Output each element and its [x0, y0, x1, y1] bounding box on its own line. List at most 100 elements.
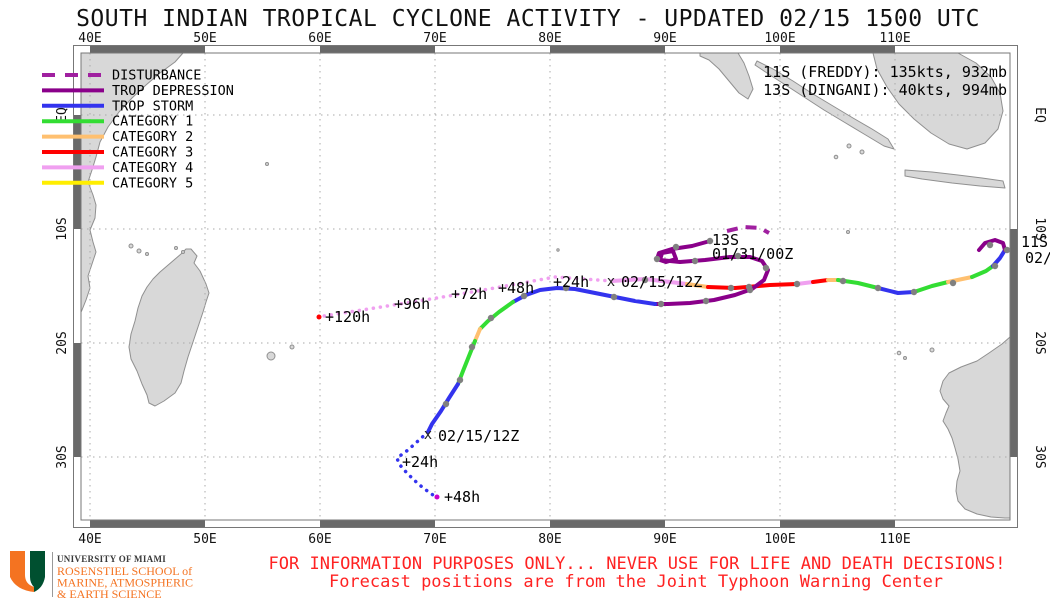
university-name: UNIVERSITY OF MIAMI: [57, 554, 166, 564]
bottom-band-segment: [550, 520, 665, 528]
track-line-dingani-forecast: [395, 430, 438, 499]
lon-label-bottom-60E: 60E: [308, 532, 331, 547]
track-label: 02/15/12Z: [438, 427, 519, 445]
track-endpoint-dot: [434, 494, 440, 500]
land-masses: [80, 52, 1011, 519]
track-segment-freddy-past-td: [977, 238, 1007, 252]
lon-label-top-80E: 80E: [538, 31, 561, 46]
java-island: [904, 169, 1006, 189]
top-band-segment: [780, 45, 895, 53]
track-position-dots: [442, 237, 1011, 408]
warning-line2: Forecast positions are from the Joint Ty…: [329, 572, 943, 592]
track-position-dot: [793, 280, 801, 288]
map-frame-bands: [73, 45, 1018, 528]
track-position-dot: [1003, 246, 1011, 254]
track-position-dot: [702, 297, 710, 305]
legend-label: CATEGORY 1: [112, 114, 193, 130]
track-position-dot: [487, 314, 495, 322]
track-position-dot: [734, 252, 742, 260]
lon-label-top-40E: 40E: [78, 31, 101, 46]
track-segment-dingani-past-cat1: [478, 300, 515, 331]
borneo-island: [872, 52, 1004, 150]
lat-label-right-10S: 10S: [1032, 217, 1047, 240]
track-position-dot: [991, 262, 999, 270]
track-line-dingani-disturbance: [726, 225, 770, 235]
lat-lon-gridlines: [81, 53, 1010, 520]
warning-line1: FOR INFORMATION PURPOSES ONLY... NEVER U…: [269, 554, 1006, 574]
track-position-dot: [657, 300, 665, 308]
um-logo-green-half: [30, 551, 45, 592]
top-band-segment: [320, 45, 435, 53]
track-label: +24h: [553, 273, 589, 291]
lon-label-top-100E: 100E: [764, 31, 795, 46]
lat-label-right-EQ: EQ: [1032, 107, 1047, 123]
left-band-segment: [73, 115, 81, 229]
lon-label-bottom-110E: 110E: [879, 532, 910, 547]
lon-label-top-60E: 60E: [308, 31, 331, 46]
left-band-segment: [73, 343, 81, 457]
track-segment-freddy-past-cat1: [970, 264, 995, 279]
track-label: +120h: [325, 308, 370, 326]
track-segment-freddy-past-cat2: [685, 282, 710, 289]
track-label: +72h: [451, 285, 487, 303]
school-line2: MARINE, ATMOSPHERIC: [57, 576, 193, 590]
bottom-band-segment: [780, 520, 895, 528]
map-frame-outer: [73, 45, 1018, 528]
legend-label: DISTURBANCE: [112, 68, 201, 84]
bottom-band-segment: [320, 520, 435, 528]
track-position-dot: [874, 284, 882, 292]
legend-label: CATEGORY 5: [112, 175, 193, 191]
lon-label-top-110E: 110E: [879, 31, 910, 46]
right-band-segment: [1010, 229, 1018, 457]
track-segment-dingani-past-cat2: [473, 327, 482, 343]
track-position-dot: [456, 376, 464, 384]
lon-label-top-50E: 50E: [193, 31, 216, 46]
track-labels: 02/15/12Z+24h+48h+72h+96h+120h13S01/31/0…: [325, 231, 1050, 506]
malay-peninsula: [699, 52, 754, 100]
top-band-segment: [550, 45, 665, 53]
legend-label: CATEGORY 4: [112, 160, 193, 176]
lat-label-left-20S: 20S: [55, 331, 70, 354]
footer: UNIVERSITY OF MIAMI ROSENSTIEL SCHOOL of…: [10, 551, 1005, 600]
track-label: 02/: [1025, 249, 1050, 267]
track-position-dot: [949, 279, 957, 287]
sumatra-island: [754, 60, 895, 150]
lon-label-top-90E: 90E: [653, 31, 676, 46]
axis-labels: 40E 40E 50E 50E 60E 60E 70E 70E 80E 80E 90E 90E 100E…: [55, 31, 1047, 547]
legend-label: CATEGORY 3: [112, 145, 193, 161]
track-label: +48h: [444, 488, 480, 506]
lat-label-right-30S: 30S: [1032, 445, 1047, 468]
lon-label-bottom-100E: 100E: [764, 532, 795, 547]
track-position-dot: [727, 284, 735, 292]
track-position-dot: [468, 343, 476, 351]
map-frame-inner: [80, 52, 1011, 521]
track-label: 01/31/00Z: [712, 245, 793, 263]
storm-intensity-readout: 11S (FREDDY): 135kts, 932mb 13S (DINGANI…: [763, 63, 1007, 99]
legend-label: TROP STORM: [112, 98, 193, 114]
madagascar-island: [128, 248, 210, 407]
track-label: 02/15/12Z: [621, 273, 702, 291]
lon-label-bottom-70E: 70E: [423, 532, 446, 547]
small-islands: [128, 143, 935, 361]
track-segment-freddy-past-ts: [876, 286, 916, 295]
track-position-dot: [562, 284, 570, 292]
track-position-dot: [610, 293, 618, 301]
track-markers: xx: [316, 274, 615, 500]
lat-label-left-EQ: EQ: [55, 107, 70, 123]
storm-info-dingani: 13S (DINGANI): 40kts, 994mb: [763, 81, 1007, 99]
lat-label-left-10S: 10S: [55, 217, 70, 240]
lon-label-bottom-40E: 40E: [78, 532, 101, 547]
track-segment-dingani-past-ts: [426, 382, 460, 434]
track-position-dot: [672, 243, 680, 251]
lat-label-right-20S: 20S: [1032, 331, 1047, 354]
school-line3: & EARTH SCIENCE: [57, 587, 162, 600]
current-position-x-marker: x: [607, 274, 615, 290]
track-line-freddy-forecast: [322, 275, 614, 318]
track-segment-freddy-past-cat3: [811, 278, 830, 284]
current-position-x-marker: x: [424, 427, 432, 443]
track-endpoint-dot: [316, 314, 322, 320]
track-position-dot: [691, 257, 699, 265]
